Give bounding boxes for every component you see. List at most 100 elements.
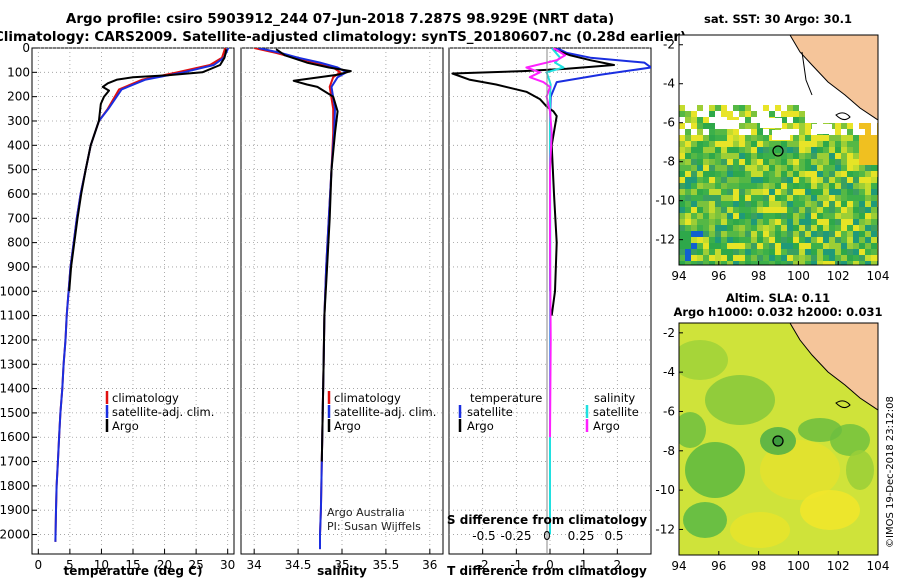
sst-cell: [871, 243, 877, 249]
sst-cell: [853, 207, 859, 213]
sst-cell: [859, 213, 865, 219]
sst-cell: [757, 189, 763, 195]
sst-cell: [769, 171, 775, 177]
sst-cell: [781, 123, 787, 129]
sst-cell: [685, 177, 691, 183]
sla-map: [679, 323, 878, 555]
sst-cell: [757, 243, 763, 249]
sst-cell: [715, 105, 721, 111]
sst-cell: [865, 129, 871, 135]
salinity-diff-xlabel: S difference from climatology: [447, 513, 647, 527]
sst-cell: [799, 189, 805, 195]
sst-cell: [799, 123, 805, 129]
sst-cell: [841, 165, 847, 171]
sst-cell: [841, 147, 847, 153]
sst-cell: [721, 231, 727, 237]
sst-cell: [847, 123, 853, 129]
sst-cell: [799, 129, 805, 135]
map-x-tick-label: 100: [787, 269, 810, 283]
sst-cell: [679, 141, 685, 147]
sst-cell: [763, 171, 769, 177]
sst-cell: [823, 147, 829, 153]
sst-cell: [745, 135, 751, 141]
sst-cell: [775, 207, 781, 213]
sst-cell: [841, 177, 847, 183]
map-y-tick-label: -8: [663, 444, 675, 458]
sst-cell: [859, 207, 865, 213]
sst-cell: [739, 189, 745, 195]
sst-cell: [871, 237, 877, 243]
sst-cell: [871, 225, 877, 231]
sst-cell: [703, 153, 709, 159]
x-tick-label: 30: [220, 558, 235, 572]
sst-cell: [829, 177, 835, 183]
sst-cell: [775, 177, 781, 183]
x-tick-label: 0: [34, 558, 42, 572]
sst-cell: [799, 261, 805, 265]
sst-cell: [859, 255, 865, 261]
sst-cell: [781, 171, 787, 177]
sst-cell: [763, 105, 769, 111]
sst-cell: [739, 135, 745, 141]
series-climatology: [253, 48, 342, 550]
sst-cell: [679, 189, 685, 195]
sst-cell: [697, 207, 703, 213]
sst-cell: [679, 153, 685, 159]
sst-cell: [763, 189, 769, 195]
series-climatology: [54, 48, 227, 542]
sst-cell: [697, 147, 703, 153]
x-tick-label: -2: [477, 558, 489, 572]
sst-cell: [787, 255, 793, 261]
sst-cell: [721, 219, 727, 225]
sst-cell: [769, 141, 775, 147]
sst-cell: [787, 207, 793, 213]
s-diff-tick-label: 0.25: [568, 529, 595, 543]
sst-cell: [679, 165, 685, 171]
sst-cell: [751, 135, 757, 141]
x-tick-label: 15: [125, 558, 140, 572]
sst-cell: [733, 135, 739, 141]
sst-cell: [787, 153, 793, 159]
difference-x-axis: -2 -1 0 1 2: [477, 549, 621, 572]
sst-cell: [793, 201, 799, 207]
sst-cell: [763, 147, 769, 153]
sst-cell: [721, 237, 727, 243]
sst-cell: [751, 129, 757, 135]
argo-position-marker: [772, 145, 784, 157]
sst-cell: [781, 237, 787, 243]
sst-cell: [745, 237, 751, 243]
sst-cell: [841, 237, 847, 243]
map-y-tick-label: -10: [655, 194, 675, 208]
sst-cell: [787, 141, 793, 147]
sst-cell: [823, 171, 829, 177]
salinity-series: [253, 48, 352, 550]
sst-cell: [823, 213, 829, 219]
sst-cell: [751, 219, 757, 225]
y-tick-label: 300: [7, 114, 30, 128]
sst-cell: [685, 195, 691, 201]
x-tick-label: 35.5: [373, 558, 400, 572]
sst-cell: [751, 189, 757, 195]
sst-cell: [787, 237, 793, 243]
x-tick-label: 10: [94, 558, 109, 572]
sst-cell: [805, 153, 811, 159]
sst-cell: [775, 189, 781, 195]
sst-cell: [781, 183, 787, 189]
depth-axis: 0 100 200 300 400 500 600 700 800 900 1000 1100 1200…: [0, 41, 37, 542]
sst-cell: [793, 237, 799, 243]
sst-cell: [733, 195, 739, 201]
sst-cell: [865, 255, 871, 261]
pi-note: PI: Susan Wijffels: [327, 520, 421, 533]
map-x-tick-label: 104: [867, 559, 890, 573]
sst-cell: [835, 255, 841, 261]
sst-cell: [799, 111, 805, 117]
sst-cell: [709, 105, 715, 111]
sst-cell: [847, 219, 853, 225]
map-y-tick-label: -12: [655, 233, 675, 247]
sst-cell: [691, 189, 697, 195]
sst-cell: [835, 153, 841, 159]
sumatra-land: [789, 323, 878, 411]
sst-cell: [757, 183, 763, 189]
sst-cell: [835, 159, 841, 165]
sst-cell: [793, 171, 799, 177]
